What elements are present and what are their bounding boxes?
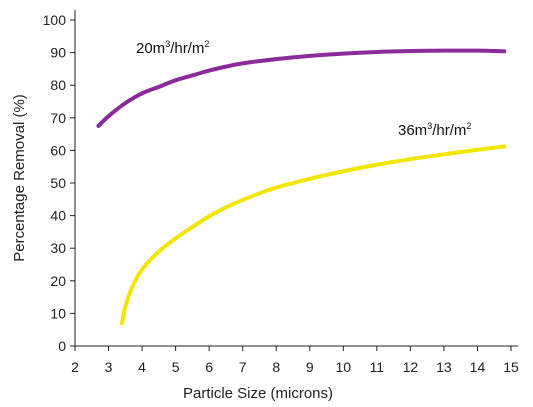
series-label-36-base: 36m (398, 122, 427, 139)
series-label-36-mid: /hr/m (432, 122, 466, 139)
x-tick-label: 6 (205, 359, 213, 375)
series-line-20 (96, 48, 507, 128)
x-tick-label: 12 (403, 359, 419, 375)
axes (74, 10, 518, 347)
series-label-20-base: 20m (136, 40, 165, 57)
series-label-36: 36m3/hr/m2 (398, 121, 471, 139)
x-tick-label: 8 (272, 359, 280, 375)
series-label-20: 20m3/hr/m2 (136, 39, 209, 57)
x-tick-label: 14 (470, 359, 486, 375)
series-label-36-sup2: 2 (466, 121, 471, 131)
series-label-20-sup2: 2 (204, 39, 209, 49)
x-tick-label: 15 (503, 359, 519, 375)
x-tick-label: 4 (138, 359, 146, 375)
x-tick-label: 13 (436, 359, 452, 375)
y-tick-label: 70 (50, 110, 66, 126)
series-label-36-sup1: 3 (427, 121, 432, 131)
x-tick-label: 11 (370, 359, 385, 375)
y-tick-label: 100 (43, 12, 67, 28)
y-axis-title: Percentage Removal (%) (11, 94, 28, 262)
x-tick-label: 5 (172, 359, 180, 375)
series-label-20-mid: /hr/m (170, 40, 204, 57)
y-ticks: 0 10 20 30 40 50 60 70 80 90 100 (43, 12, 75, 354)
y-tick-label: 30 (50, 240, 66, 256)
x-axis-title: Particle Size (microns) (183, 385, 333, 402)
x-ticks: 2 3 4 5 6 7 8 9 10 11 12 13 14 15 (71, 346, 519, 375)
y-tick-label: 40 (50, 208, 66, 224)
x-tick-label: 10 (336, 359, 352, 375)
y-tick-label: 10 (50, 305, 66, 321)
x-tick-label: 3 (105, 359, 113, 375)
series-label-20-sup1: 3 (165, 39, 170, 49)
y-tick-label: 20 (50, 273, 66, 289)
y-tick-label: 60 (50, 142, 66, 158)
series-lines (96, 48, 507, 326)
y-tick-label: 50 (50, 175, 66, 191)
x-tick-label: 7 (239, 359, 247, 375)
y-tick-label: 80 (50, 77, 66, 93)
x-tick-label: 9 (306, 359, 314, 375)
x-tick-label: 2 (71, 359, 79, 375)
y-tick-label: 90 (50, 45, 66, 61)
y-tick-label: 0 (58, 338, 66, 354)
series-line-36 (119, 144, 507, 326)
